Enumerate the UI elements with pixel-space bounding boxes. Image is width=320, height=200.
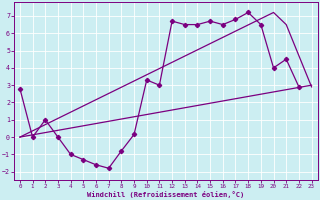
X-axis label: Windchill (Refroidissement éolien,°C): Windchill (Refroidissement éolien,°C) [87,191,244,198]
